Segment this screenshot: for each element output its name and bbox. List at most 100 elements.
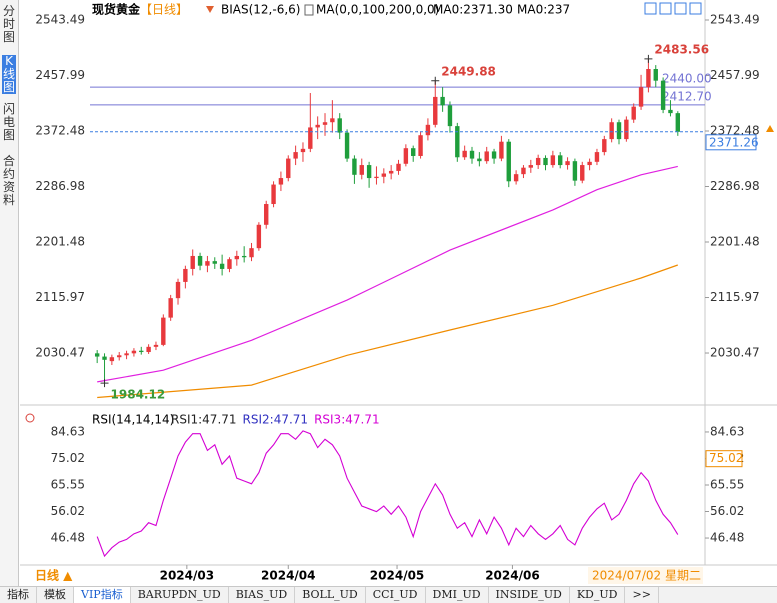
candle-body	[580, 165, 585, 181]
candle-body	[469, 150, 475, 159]
y-tick-label: 65.55	[710, 478, 744, 492]
candle-body	[572, 161, 578, 181]
icon-button[interactable]	[674, 2, 687, 15]
toolbar: 指标 模板 VIP指标 BARUPDN_UD BIAS_UD BOLL_UD C…	[0, 586, 777, 603]
candle-body	[286, 158, 291, 179]
toolbar-tab[interactable]: 指标	[0, 587, 37, 603]
candle-body	[94, 353, 100, 357]
price-arrow	[766, 125, 774, 132]
legend-label: RSI3:47.71	[314, 413, 380, 427]
dropdown-icon[interactable]	[206, 6, 214, 13]
chart-title: 现货黄金	[92, 2, 141, 17]
toolbar-tab[interactable]: BARUPDN_UD	[131, 587, 229, 603]
icon-button[interactable]	[689, 2, 702, 15]
candle-body	[521, 167, 526, 175]
horizontal-line-label: 2440.00	[662, 72, 712, 86]
candle-body	[322, 122, 328, 125]
candle-body	[433, 96, 438, 125]
toolbar-tab[interactable]: 模板	[37, 587, 74, 603]
toolbar-tab[interactable]: KD_UD	[570, 587, 626, 603]
sidebar: 分时图 K线图 闪电图 合约资料	[0, 0, 19, 586]
y-tick-label: 2030.47	[35, 346, 85, 360]
candle-body	[440, 96, 445, 106]
y-tick-label: 75.02	[51, 451, 85, 465]
candle-body	[638, 87, 644, 107]
annotation-marker	[431, 76, 440, 85]
y-tick-label: 2286.98	[710, 179, 760, 193]
cursor-value-label: 75.02	[709, 451, 743, 465]
candle-body	[381, 173, 387, 177]
candle-body	[124, 353, 129, 356]
toolbar-tab[interactable]: CCI_UD	[366, 587, 426, 603]
candle-body	[411, 148, 416, 156]
sidebar-tab[interactable]: 分时图	[2, 4, 15, 44]
last-price-label: 2371.26	[709, 135, 759, 149]
period-button[interactable]: 日线 ▲	[35, 568, 73, 583]
y-tick-label: 65.55	[51, 478, 85, 492]
candle-body	[168, 298, 173, 318]
x-tick-label: 2024/05	[370, 569, 424, 583]
horizontal-line-label: 2412.70	[662, 89, 712, 103]
annotation-label: 2449.88	[441, 64, 496, 78]
sidebar-tab[interactable]: 合约资料	[2, 154, 15, 207]
y-tick-label: 46.48	[51, 531, 85, 545]
y-tick-label: 2457.99	[35, 68, 85, 82]
candle-body	[403, 148, 409, 164]
y-tick-label: 2457.99	[710, 68, 760, 82]
candle-body	[337, 118, 342, 133]
annotation-marker	[644, 54, 653, 63]
toolbar-tab[interactable]: BIAS_UD	[229, 587, 296, 603]
rsi-line	[96, 430, 679, 558]
x-tick-label: 2024/04	[261, 569, 315, 583]
candle-body	[660, 80, 666, 110]
toolbar-tab[interactable]: VIP指标	[74, 587, 131, 603]
x-tick-label: 2024/03	[160, 569, 214, 583]
candle-body	[308, 127, 313, 149]
candle-body	[227, 259, 232, 269]
toolbar-icons	[644, 2, 702, 15]
cursor-value-box	[705, 450, 743, 468]
candle-body	[234, 255, 240, 260]
candle-body	[139, 350, 144, 353]
candle-body	[117, 355, 122, 358]
icon-button[interactable]	[644, 2, 657, 15]
y-tick-label: 56.02	[51, 504, 85, 518]
candle-body	[425, 124, 431, 136]
candle-body	[499, 141, 504, 159]
candle-body	[447, 105, 453, 127]
candle-body	[146, 346, 151, 353]
candle-body	[205, 261, 210, 266]
moving-average	[97, 264, 679, 399]
annotation-label: 1984.12	[111, 388, 166, 402]
candle-body	[558, 155, 563, 166]
candle-body	[197, 255, 203, 266]
candle-body	[565, 161, 570, 166]
candle-body	[241, 255, 247, 258]
sidebar-tab[interactable]: K线图	[2, 54, 16, 94]
candle-body	[624, 119, 629, 140]
candle-body	[278, 178, 284, 185]
indicator-label: MA(0,0,100,200,0,0)	[316, 3, 439, 17]
settings-icon[interactable]	[25, 413, 35, 423]
y-tick-label: 2115.97	[35, 290, 85, 304]
cursor-date: 2024/07/02 星期二	[592, 569, 701, 583]
candles	[94, 58, 681, 384]
y-tick-label: 2201.48	[710, 235, 760, 249]
toolbar-tab[interactable]: >>	[625, 587, 659, 603]
y-tick-label: 2286.98	[35, 179, 85, 193]
y-tick-label: 2543.49	[35, 12, 85, 26]
sidebar-tab[interactable]: 闪电图	[2, 102, 15, 142]
y-tick-label: 2115.97	[710, 290, 760, 304]
toolbar-tab[interactable]: BOLL_UD	[295, 587, 366, 603]
toolbar-tab[interactable]: INSIDE_UD	[489, 587, 570, 603]
toolbar-tab[interactable]: DMI_UD	[426, 587, 489, 603]
candle-body	[344, 132, 350, 159]
indicator-icon[interactable]	[304, 4, 314, 16]
y-tick-label: 2201.48	[35, 235, 85, 249]
candle-body	[631, 106, 636, 120]
y-tick-label: 56.02	[710, 504, 744, 518]
icon-button[interactable]	[659, 2, 672, 15]
candle-body	[587, 161, 592, 166]
candle-body	[668, 109, 673, 114]
candle-body	[293, 152, 298, 159]
